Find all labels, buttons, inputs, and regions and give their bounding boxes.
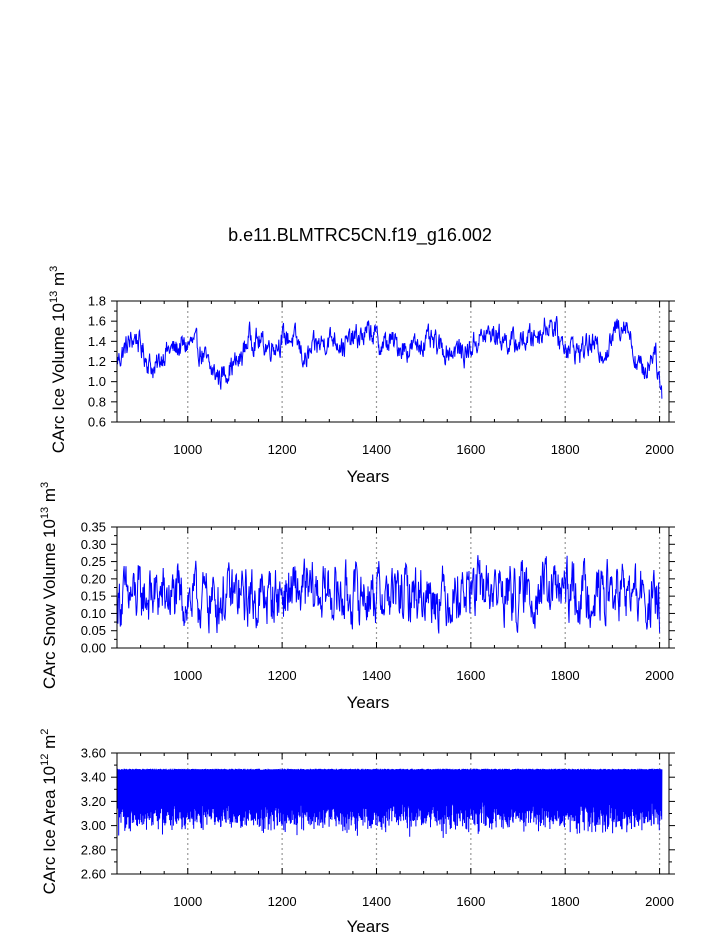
y-tick-label: 1.4 (88, 334, 106, 349)
x-tick-label: 1800 (551, 442, 580, 457)
y-axis-label-unit-exp: 3 (48, 266, 60, 272)
y-tick-label: 0.00 (81, 641, 106, 656)
x-tick-label: 1400 (362, 894, 391, 909)
y-axis-label-base: CArc Snow Volume 10 (40, 519, 59, 689)
y-axis-label-unit: m (40, 488, 59, 507)
y-tick-label: 0.30 (81, 537, 106, 552)
x-tick-label: 1000 (173, 442, 202, 457)
y-axis-label-base: CArc Ice Volume 10 (49, 303, 68, 453)
x-axis-label: Years (347, 467, 390, 486)
y-axis-label-unit: m (40, 735, 59, 754)
series-line-0 (117, 768, 663, 838)
y-tick-label: 0.10 (81, 606, 106, 621)
y-tick-label: 0.25 (81, 554, 106, 569)
y-axis-label-unit-exp: 2 (39, 729, 51, 735)
x-tick-label: 1400 (362, 442, 391, 457)
x-tick-label: 1400 (362, 668, 391, 683)
x-tick-label: 2000 (645, 442, 674, 457)
x-tick-label: 2000 (645, 668, 674, 683)
y-tick-label: 3.40 (81, 770, 106, 785)
x-tick-label: 2000 (645, 894, 674, 909)
y-tick-label: 3.60 (81, 746, 106, 761)
y-tick-label: 1.8 (88, 294, 106, 309)
x-axis-label: Years (347, 693, 390, 712)
y-tick-label: 2.80 (81, 842, 106, 857)
x-tick-label: 1000 (173, 668, 202, 683)
x-tick-label: 1800 (551, 894, 580, 909)
x-tick-label: 1600 (456, 668, 485, 683)
y-tick-label: 0.8 (88, 394, 106, 409)
y-axis-label: CArc Ice Volume 1013 m3 (48, 266, 68, 454)
y-axis-label: CArc Ice Area 1012 m2 (39, 729, 59, 895)
ice-area-panel: 1000 1200 1400 1600 1800 2000 2.60 2.80 3.00 3.20… (39, 729, 675, 935)
y-tick-label: 1.6 (88, 314, 106, 329)
x-tick-label: 1600 (456, 442, 485, 457)
y-axis-label-base: CArc Ice Area 10 (40, 766, 59, 895)
x-tick-label: 1600 (456, 894, 485, 909)
x-axis-label: Years (347, 917, 390, 935)
y-tick-label: 0.20 (81, 571, 106, 586)
y-tick-label: 2.60 (81, 867, 106, 882)
y-axis-label-unit: m (49, 272, 68, 291)
x-tick-label: 1000 (173, 894, 202, 909)
x-tick-label: 1800 (551, 668, 580, 683)
y-tick-label: 0.05 (81, 623, 106, 638)
y-tick-label: 0.35 (81, 520, 106, 535)
ice-volume-panel: 1000 1200 1400 1600 1800 2000 0.6 0.8 1.0 1.2 1.4 1… (48, 266, 675, 486)
y-axis-label-exp: 13 (48, 291, 60, 303)
y-tick-label: 1.0 (88, 374, 106, 389)
y-tick-label: 1.2 (88, 354, 106, 369)
y-tick-label: 3.20 (81, 794, 106, 809)
y-axis-label: CArc Snow Volume 1013 m3 (39, 482, 59, 689)
x-tick-label: 1200 (268, 442, 297, 457)
y-axis-label-unit-exp: 3 (39, 482, 51, 488)
x-tick-label: 1200 (268, 894, 297, 909)
snow-volume-panel: 1000 1200 1400 1600 1800 2000 0.00 0.05 0.10 0.15… (39, 482, 675, 712)
chart-title: b.e11.BLMTRC5CN.f19_g16.002 (228, 225, 492, 246)
y-axis-label-exp: 12 (39, 754, 51, 766)
y-tick-label: 3.00 (81, 818, 106, 833)
series-line-0 (117, 316, 663, 399)
y-tick-label: 0.15 (81, 589, 106, 604)
x-tick-label: 1200 (268, 668, 297, 683)
series-line-0 (117, 555, 661, 634)
y-tick-label: 0.6 (88, 415, 106, 430)
y-axis-label-exp: 13 (39, 507, 51, 519)
